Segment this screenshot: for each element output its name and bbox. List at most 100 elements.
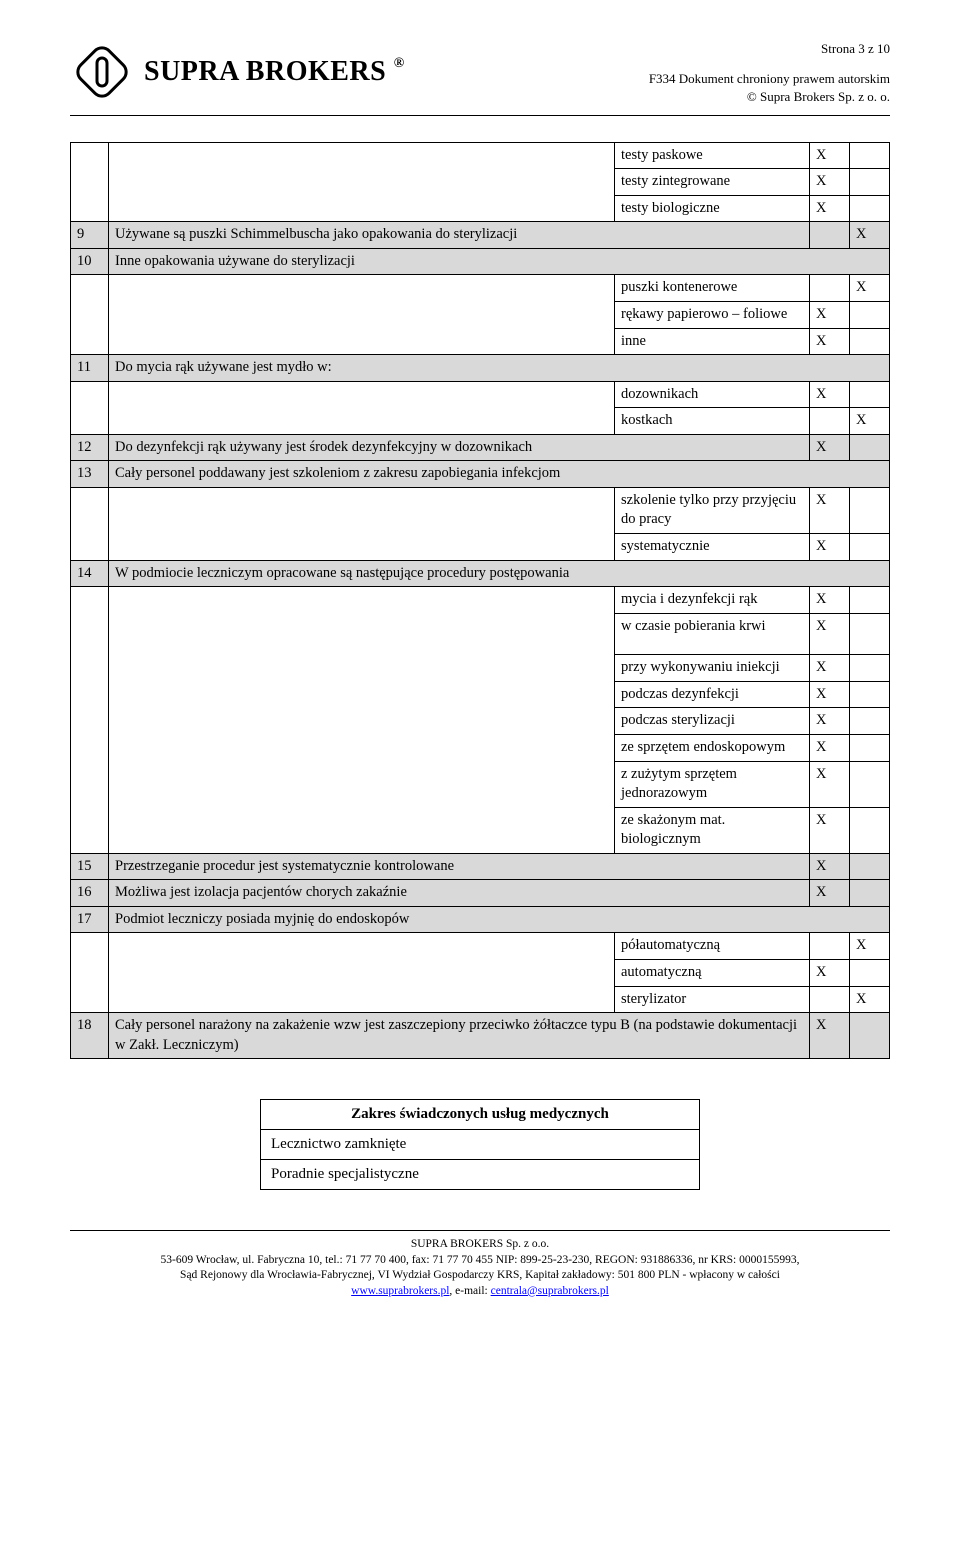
- table-row: 10 Inne opakowania używane do sterylizac…: [71, 248, 890, 275]
- page-number: Strona 3 z 10: [649, 40, 890, 58]
- table-row: testy paskowe X: [71, 142, 890, 169]
- row-desc: Cały personel narażony na zakażenie wzw …: [109, 1013, 810, 1059]
- services-row: Poradnie specjalistyczne: [261, 1160, 700, 1190]
- row-desc: Do mycia rąk używane jest mydło w:: [109, 355, 890, 382]
- row-desc: Do dezynfekcji rąk używany jest środek d…: [109, 434, 810, 461]
- sub-label: kostkach: [615, 408, 810, 435]
- table-row: mycia i dezynfekcji rąk X: [71, 587, 890, 614]
- footer-rule: [70, 1230, 890, 1231]
- mark-x1: X: [810, 142, 850, 169]
- sub-label: ze skażonym mat. biologicznym: [615, 807, 810, 853]
- table-row: 11 Do mycia rąk używane jest mydło w:: [71, 355, 890, 382]
- sub-label: ze sprzętem endoskopowym: [615, 734, 810, 761]
- sub-label: testy zintegrowane: [615, 169, 810, 196]
- sub-label: półautomatyczną: [615, 933, 810, 960]
- main-table: testy paskowe X testy zintegrowane X tes…: [70, 142, 890, 1060]
- row-desc: Używane są puszki Schimmelbuscha jako op…: [109, 222, 810, 249]
- table-row: 17 Podmiot leczniczy posiada myjnię do e…: [71, 906, 890, 933]
- brand-logo-icon: [70, 40, 134, 104]
- mark-x2: X: [850, 986, 890, 1013]
- table-row: 15 Przestrzeganie procedur jest systemat…: [71, 853, 890, 880]
- mark-x1: X: [810, 381, 850, 408]
- table-row: półautomatyczną X: [71, 933, 890, 960]
- services-table: Zakres świadczonych usług medycznych Lec…: [260, 1099, 700, 1190]
- mark-x1: X: [810, 655, 850, 682]
- footer-link-email[interactable]: centrala@suprabrokers.pl: [491, 1285, 609, 1297]
- sub-label: szkolenie tylko przy przyjęciu do pracy: [615, 487, 810, 533]
- table-row: 13 Cały personel poddawany jest szkoleni…: [71, 461, 890, 488]
- row-num: 12: [71, 434, 109, 461]
- services-title: Zakres świadczonych usług medycznych: [261, 1100, 700, 1130]
- table-row: 9 Używane są puszki Schimmelbuscha jako …: [71, 222, 890, 249]
- mark-x1: X: [810, 734, 850, 761]
- row-num: 13: [71, 461, 109, 488]
- table-row: szkolenie tylko przy przyjęciu do pracy …: [71, 487, 890, 533]
- mark-x1: X: [810, 169, 850, 196]
- mark-x2: X: [850, 933, 890, 960]
- mark-x2: X: [850, 408, 890, 435]
- mark-x1: X: [810, 534, 850, 561]
- row-num: 10: [71, 248, 109, 275]
- mark-x1: X: [810, 613, 850, 655]
- table-row: dozownikach X: [71, 381, 890, 408]
- row-desc: W podmiocie leczniczym opracowane są nas…: [109, 560, 890, 587]
- sub-label: w czasie pobierania krwi: [615, 613, 810, 655]
- sub-label: automatyczną: [615, 960, 810, 987]
- row-desc: Przestrzeganie procedur jest systematycz…: [109, 853, 810, 880]
- sub-label: rękawy papierowo – foliowe: [615, 301, 810, 328]
- row-num: 18: [71, 1013, 109, 1059]
- header-left: SUPRA BROKERS ®: [70, 40, 405, 104]
- mark-x1: X: [810, 1013, 850, 1059]
- brand-registered: ®: [394, 56, 405, 71]
- mark-x1: X: [810, 434, 850, 461]
- mark-x1: X: [810, 761, 850, 807]
- sub-label: testy biologiczne: [615, 195, 810, 222]
- footer-line-3: Sąd Rejonowy dla Wrocławia-Fabrycznej, V…: [70, 1268, 890, 1284]
- row-num: 16: [71, 880, 109, 907]
- row-desc: Cały personel poddawany jest szkoleniom …: [109, 461, 890, 488]
- doc-line-2: © Supra Brokers Sp. z o. o.: [649, 88, 890, 106]
- mark-x1: X: [810, 807, 850, 853]
- table-row: 16 Możliwa jest izolacja pacjentów chory…: [71, 880, 890, 907]
- table-row: 18 Cały personel narażony na zakażenie w…: [71, 1013, 890, 1059]
- mark-x1: X: [810, 681, 850, 708]
- header-right: Strona 3 z 10 F334 Dokument chroniony pr…: [649, 40, 890, 107]
- mark-x1: X: [810, 487, 850, 533]
- sub-label: mycia i dezynfekcji rąk: [615, 587, 810, 614]
- footer-line-1: SUPRA BROKERS Sp. z o.o.: [70, 1237, 890, 1253]
- brand-name: SUPRA BROKERS ®: [144, 56, 405, 88]
- row-num: 11: [71, 355, 109, 382]
- mark-x1: X: [810, 880, 850, 907]
- footer-link-website[interactable]: www.suprabrokers.pl: [351, 1285, 449, 1297]
- sub-label: testy paskowe: [615, 142, 810, 169]
- header-rule: [70, 115, 890, 116]
- doc-line-1: F334 Dokument chroniony prawem autorskim: [649, 70, 890, 88]
- footer-sep: , e-mail:: [449, 1285, 490, 1297]
- mark-x2: X: [850, 222, 890, 249]
- mark-x2: X: [850, 275, 890, 302]
- row-desc: Inne opakowania używane do sterylizacji: [109, 248, 890, 275]
- sub-label: przy wykonywaniu iniekcji: [615, 655, 810, 682]
- table-row: 12 Do dezynfekcji rąk używany jest środe…: [71, 434, 890, 461]
- row-num: 14: [71, 560, 109, 587]
- page-footer: SUPRA BROKERS Sp. z o.o. 53-609 Wrocław,…: [70, 1237, 890, 1299]
- mark-x1: X: [810, 301, 850, 328]
- row-num: 15: [71, 853, 109, 880]
- mark-x1: X: [810, 195, 850, 222]
- footer-line-4: www.suprabrokers.pl, e-mail: centrala@su…: [70, 1284, 890, 1300]
- mark-x1: X: [810, 853, 850, 880]
- services-row: Lecznictwo zamknięte: [261, 1130, 700, 1160]
- brand-text: SUPRA BROKERS: [144, 56, 386, 87]
- footer-line-2: 53-609 Wrocław, ul. Fabryczna 10, tel.: …: [70, 1253, 890, 1269]
- sub-label: podczas dezynfekcji: [615, 681, 810, 708]
- sub-label: z zużytym sprzętem jednorazowym: [615, 761, 810, 807]
- mark-x1: X: [810, 587, 850, 614]
- sub-label: sterylizator: [615, 986, 810, 1013]
- table-row: 14 W podmiocie leczniczym opracowane są …: [71, 560, 890, 587]
- page-header: SUPRA BROKERS ® Strona 3 z 10 F334 Dokum…: [70, 40, 890, 107]
- sub-label: podczas sterylizacji: [615, 708, 810, 735]
- row-num: 17: [71, 906, 109, 933]
- sub-label: puszki kontenerowe: [615, 275, 810, 302]
- mark-x1: X: [810, 960, 850, 987]
- row-desc: Możliwa jest izolacja pacjentów chorych …: [109, 880, 810, 907]
